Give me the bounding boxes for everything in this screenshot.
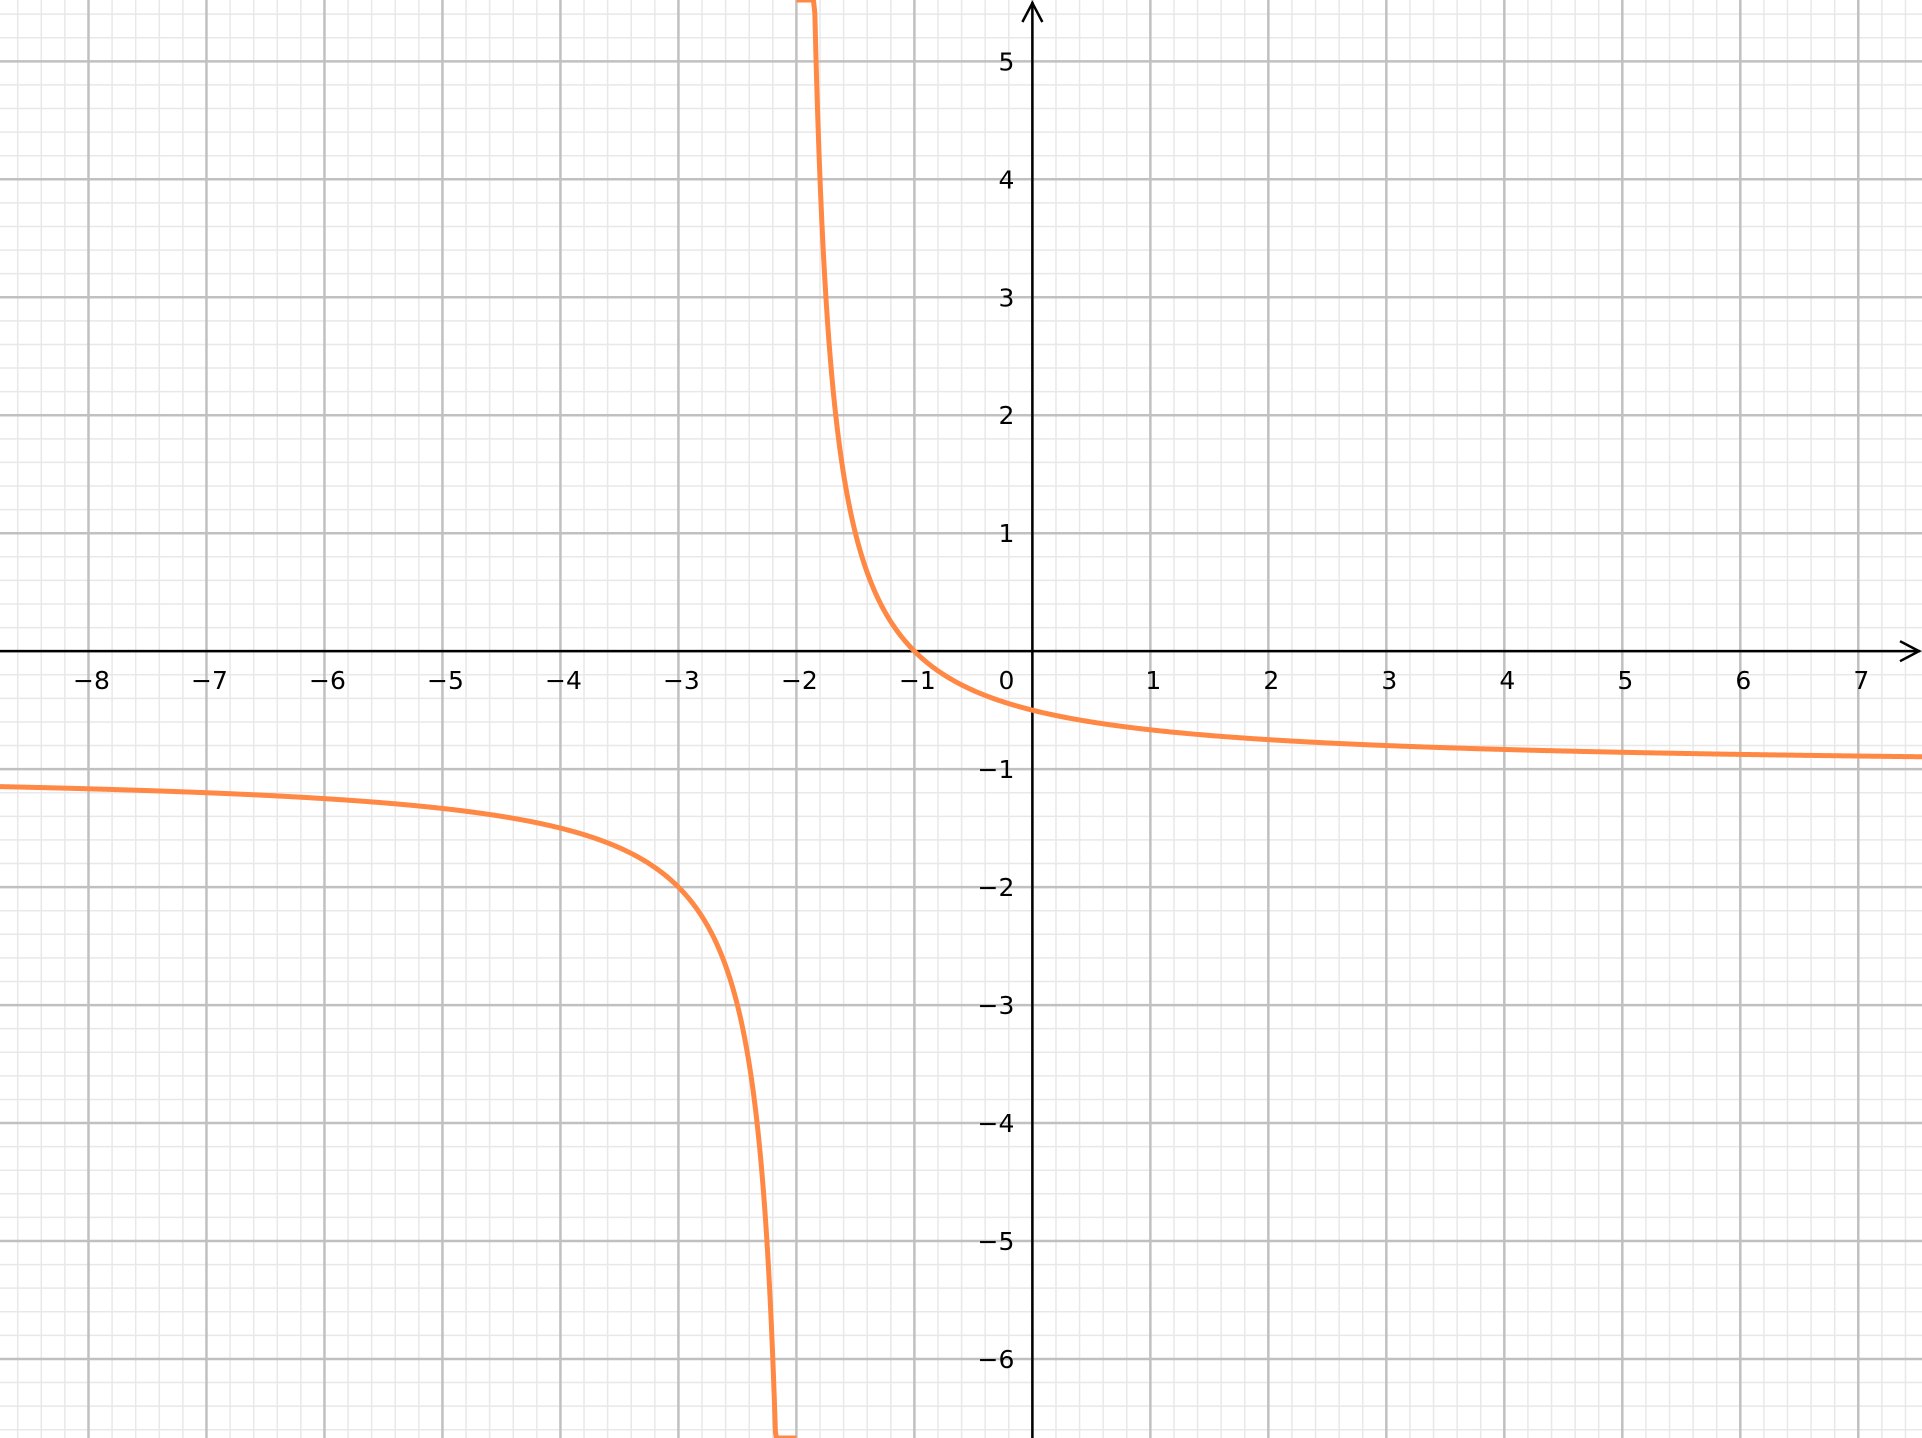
x-tick-label: 6 — [1735, 666, 1751, 695]
y-tick-label: −3 — [978, 991, 1015, 1020]
x-tick-label: −2 — [781, 666, 818, 695]
y-tick-label: 5 — [998, 47, 1014, 76]
x-tick-label: −4 — [545, 666, 582, 695]
x-tick-label: 2 — [1263, 666, 1279, 695]
y-tick-label: −6 — [978, 1345, 1015, 1374]
x-axis-arrow — [1899, 640, 1922, 663]
x-tick-label: −1 — [899, 666, 936, 695]
x-tick-label: 4 — [1499, 666, 1515, 695]
x-tick-label: −8 — [73, 666, 110, 695]
x-tick-label: 1 — [1145, 666, 1161, 695]
tick-labels: −8 −7 −6 −5 −4 −3 −2 −1 1 2 3 4 5 6 7 5 4 3 2 1 −1 −2 −3 −4 −5 −6… — [73, 47, 1869, 1374]
y-tick-label: −4 — [978, 1109, 1015, 1138]
y-axis-arrow — [1021, 0, 1044, 23]
x-tick-label: 5 — [1617, 666, 1633, 695]
x-tick-label: 3 — [1381, 666, 1397, 695]
curve-right-branch — [796, 0, 1922, 760]
y-tick-label: −1 — [978, 755, 1015, 784]
y-tick-label: 4 — [998, 165, 1014, 194]
x-tick-label: −6 — [309, 666, 346, 695]
curve-left-branch — [0, 784, 797, 1438]
y-tick-label: −5 — [978, 1227, 1015, 1256]
y-tick-label: 3 — [998, 283, 1014, 312]
x-tick-label: −3 — [663, 666, 700, 695]
x-tick-label: 7 — [1853, 666, 1869, 695]
y-tick-label: 2 — [998, 401, 1014, 430]
origin-label: 0 — [998, 666, 1014, 695]
y-tick-label: 1 — [998, 519, 1014, 548]
x-tick-label: −5 — [427, 666, 464, 695]
y-tick-label: −2 — [978, 873, 1015, 902]
x-tick-label: −7 — [191, 666, 228, 695]
